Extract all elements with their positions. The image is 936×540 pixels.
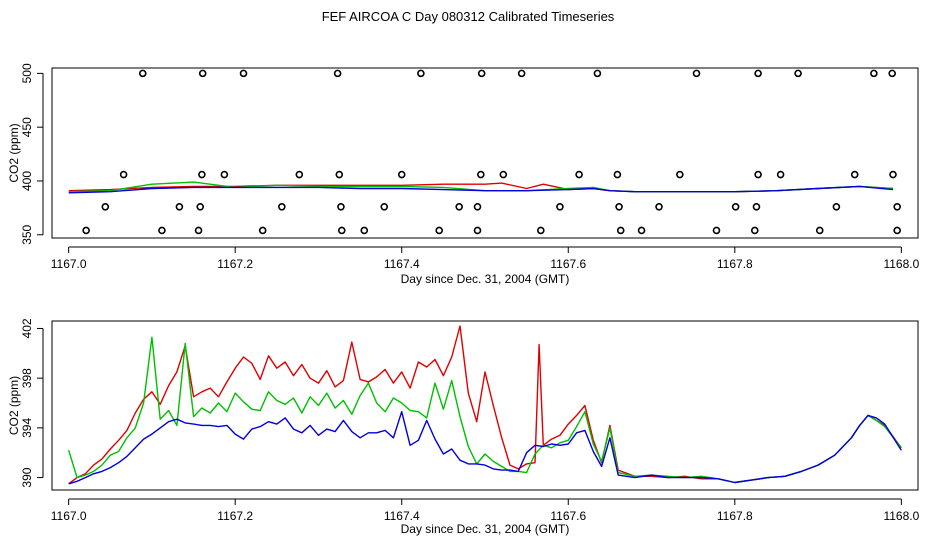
data-point bbox=[220, 170, 229, 179]
data-point bbox=[239, 69, 248, 78]
data-point bbox=[455, 202, 463, 211]
data-point bbox=[731, 202, 740, 211]
y-tick-label: 500 bbox=[20, 63, 34, 83]
y-tick-label: 394 bbox=[20, 418, 34, 438]
data-point bbox=[473, 202, 482, 211]
data-point bbox=[575, 170, 583, 179]
data-point bbox=[556, 202, 564, 211]
series-line-red bbox=[68, 325, 902, 485]
data-point bbox=[637, 226, 646, 235]
data-point bbox=[815, 226, 824, 235]
data-point bbox=[119, 170, 128, 179]
data-point bbox=[477, 69, 486, 78]
data-point bbox=[337, 202, 345, 211]
data-point bbox=[616, 226, 625, 235]
data-point bbox=[832, 202, 841, 211]
data-point bbox=[101, 202, 110, 211]
y-tick-label: 350 bbox=[20, 224, 34, 244]
x-tick-label: 1167.2 bbox=[217, 509, 253, 523]
data-point bbox=[82, 226, 90, 235]
data-point bbox=[337, 226, 346, 235]
x-tick-label: 1168.0 bbox=[883, 509, 919, 523]
data-point bbox=[198, 69, 207, 78]
data-point bbox=[676, 170, 684, 179]
x-tick-label: 1167.8 bbox=[717, 257, 753, 271]
data-point bbox=[613, 170, 622, 179]
y-tick-label: 400 bbox=[20, 171, 34, 191]
x-axis-label: Day since Dec. 31, 2004 (GMT) bbox=[401, 272, 570, 286]
data-point bbox=[417, 69, 425, 78]
data-point bbox=[893, 226, 901, 235]
data-point bbox=[278, 202, 286, 211]
x-axis-label: Day since Dec. 31, 2004 (GMT) bbox=[401, 522, 570, 536]
series-line-blue bbox=[68, 185, 894, 194]
data-point bbox=[517, 69, 526, 78]
x-tick-label: 1167.2 bbox=[217, 257, 253, 271]
data-point bbox=[333, 69, 342, 78]
data-point bbox=[536, 226, 545, 235]
data-point bbox=[194, 226, 203, 235]
data-point bbox=[750, 226, 759, 235]
x-tick-label: 1167.4 bbox=[384, 257, 420, 271]
chart-title: FEF AIRCOA C Day 080312 Calibrated Times… bbox=[321, 9, 615, 24]
data-point bbox=[593, 69, 602, 78]
x-tick-label: 1167.0 bbox=[51, 257, 87, 271]
y-tick-label: 450 bbox=[20, 117, 34, 137]
data-point bbox=[397, 170, 406, 179]
data-point bbox=[754, 69, 762, 78]
data-point bbox=[850, 170, 859, 179]
data-point bbox=[754, 170, 762, 179]
data-point bbox=[889, 170, 897, 179]
y-tick-label: 398 bbox=[20, 368, 34, 388]
data-point bbox=[258, 226, 267, 235]
x-tick-label: 1167.8 bbox=[717, 509, 753, 523]
data-point bbox=[435, 226, 444, 235]
data-point bbox=[335, 170, 344, 179]
data-point bbox=[198, 170, 206, 179]
y-axis-label: CO2 (ppm) bbox=[7, 123, 21, 182]
series-line-blue bbox=[68, 411, 902, 485]
x-tick-label: 1167.6 bbox=[550, 257, 586, 271]
data-point bbox=[295, 170, 304, 179]
data-point bbox=[360, 226, 369, 235]
y-tick-label: 390 bbox=[20, 467, 34, 487]
y-axis-label: CO2 (ppm) bbox=[7, 376, 21, 435]
data-point bbox=[870, 69, 878, 78]
data-point bbox=[888, 69, 896, 78]
x-tick-label: 1167.0 bbox=[51, 509, 87, 523]
plot-frame bbox=[51, 67, 919, 239]
panel-top: 1167.0 1167.2 1167.4 1167.6 1167.8 1168.0 350 4… bbox=[7, 63, 920, 286]
data-point bbox=[499, 170, 508, 179]
panel-bottom: 1167.0 1167.2 1167.4 1167.6 1167.8 1168.0 390 3… bbox=[7, 318, 920, 536]
data-point bbox=[794, 69, 802, 78]
data-point bbox=[158, 226, 166, 235]
data-point bbox=[692, 69, 701, 78]
data-point bbox=[752, 202, 761, 211]
data-point bbox=[477, 170, 485, 179]
data-point bbox=[138, 69, 147, 78]
data-point bbox=[655, 202, 663, 211]
data-point bbox=[175, 202, 184, 211]
data-point bbox=[615, 202, 623, 211]
data-point bbox=[893, 202, 901, 211]
data-point bbox=[380, 202, 389, 211]
data-point bbox=[712, 226, 721, 235]
data-point bbox=[196, 202, 205, 211]
x-tick-label: 1167.4 bbox=[384, 509, 420, 523]
data-point bbox=[473, 226, 482, 235]
x-tick-label: 1167.6 bbox=[550, 509, 586, 523]
y-tick-label: 402 bbox=[20, 318, 34, 338]
series-line-green bbox=[68, 336, 902, 484]
x-tick-label: 1168.0 bbox=[883, 257, 919, 271]
data-point bbox=[776, 170, 785, 179]
plot-frame bbox=[51, 320, 919, 491]
